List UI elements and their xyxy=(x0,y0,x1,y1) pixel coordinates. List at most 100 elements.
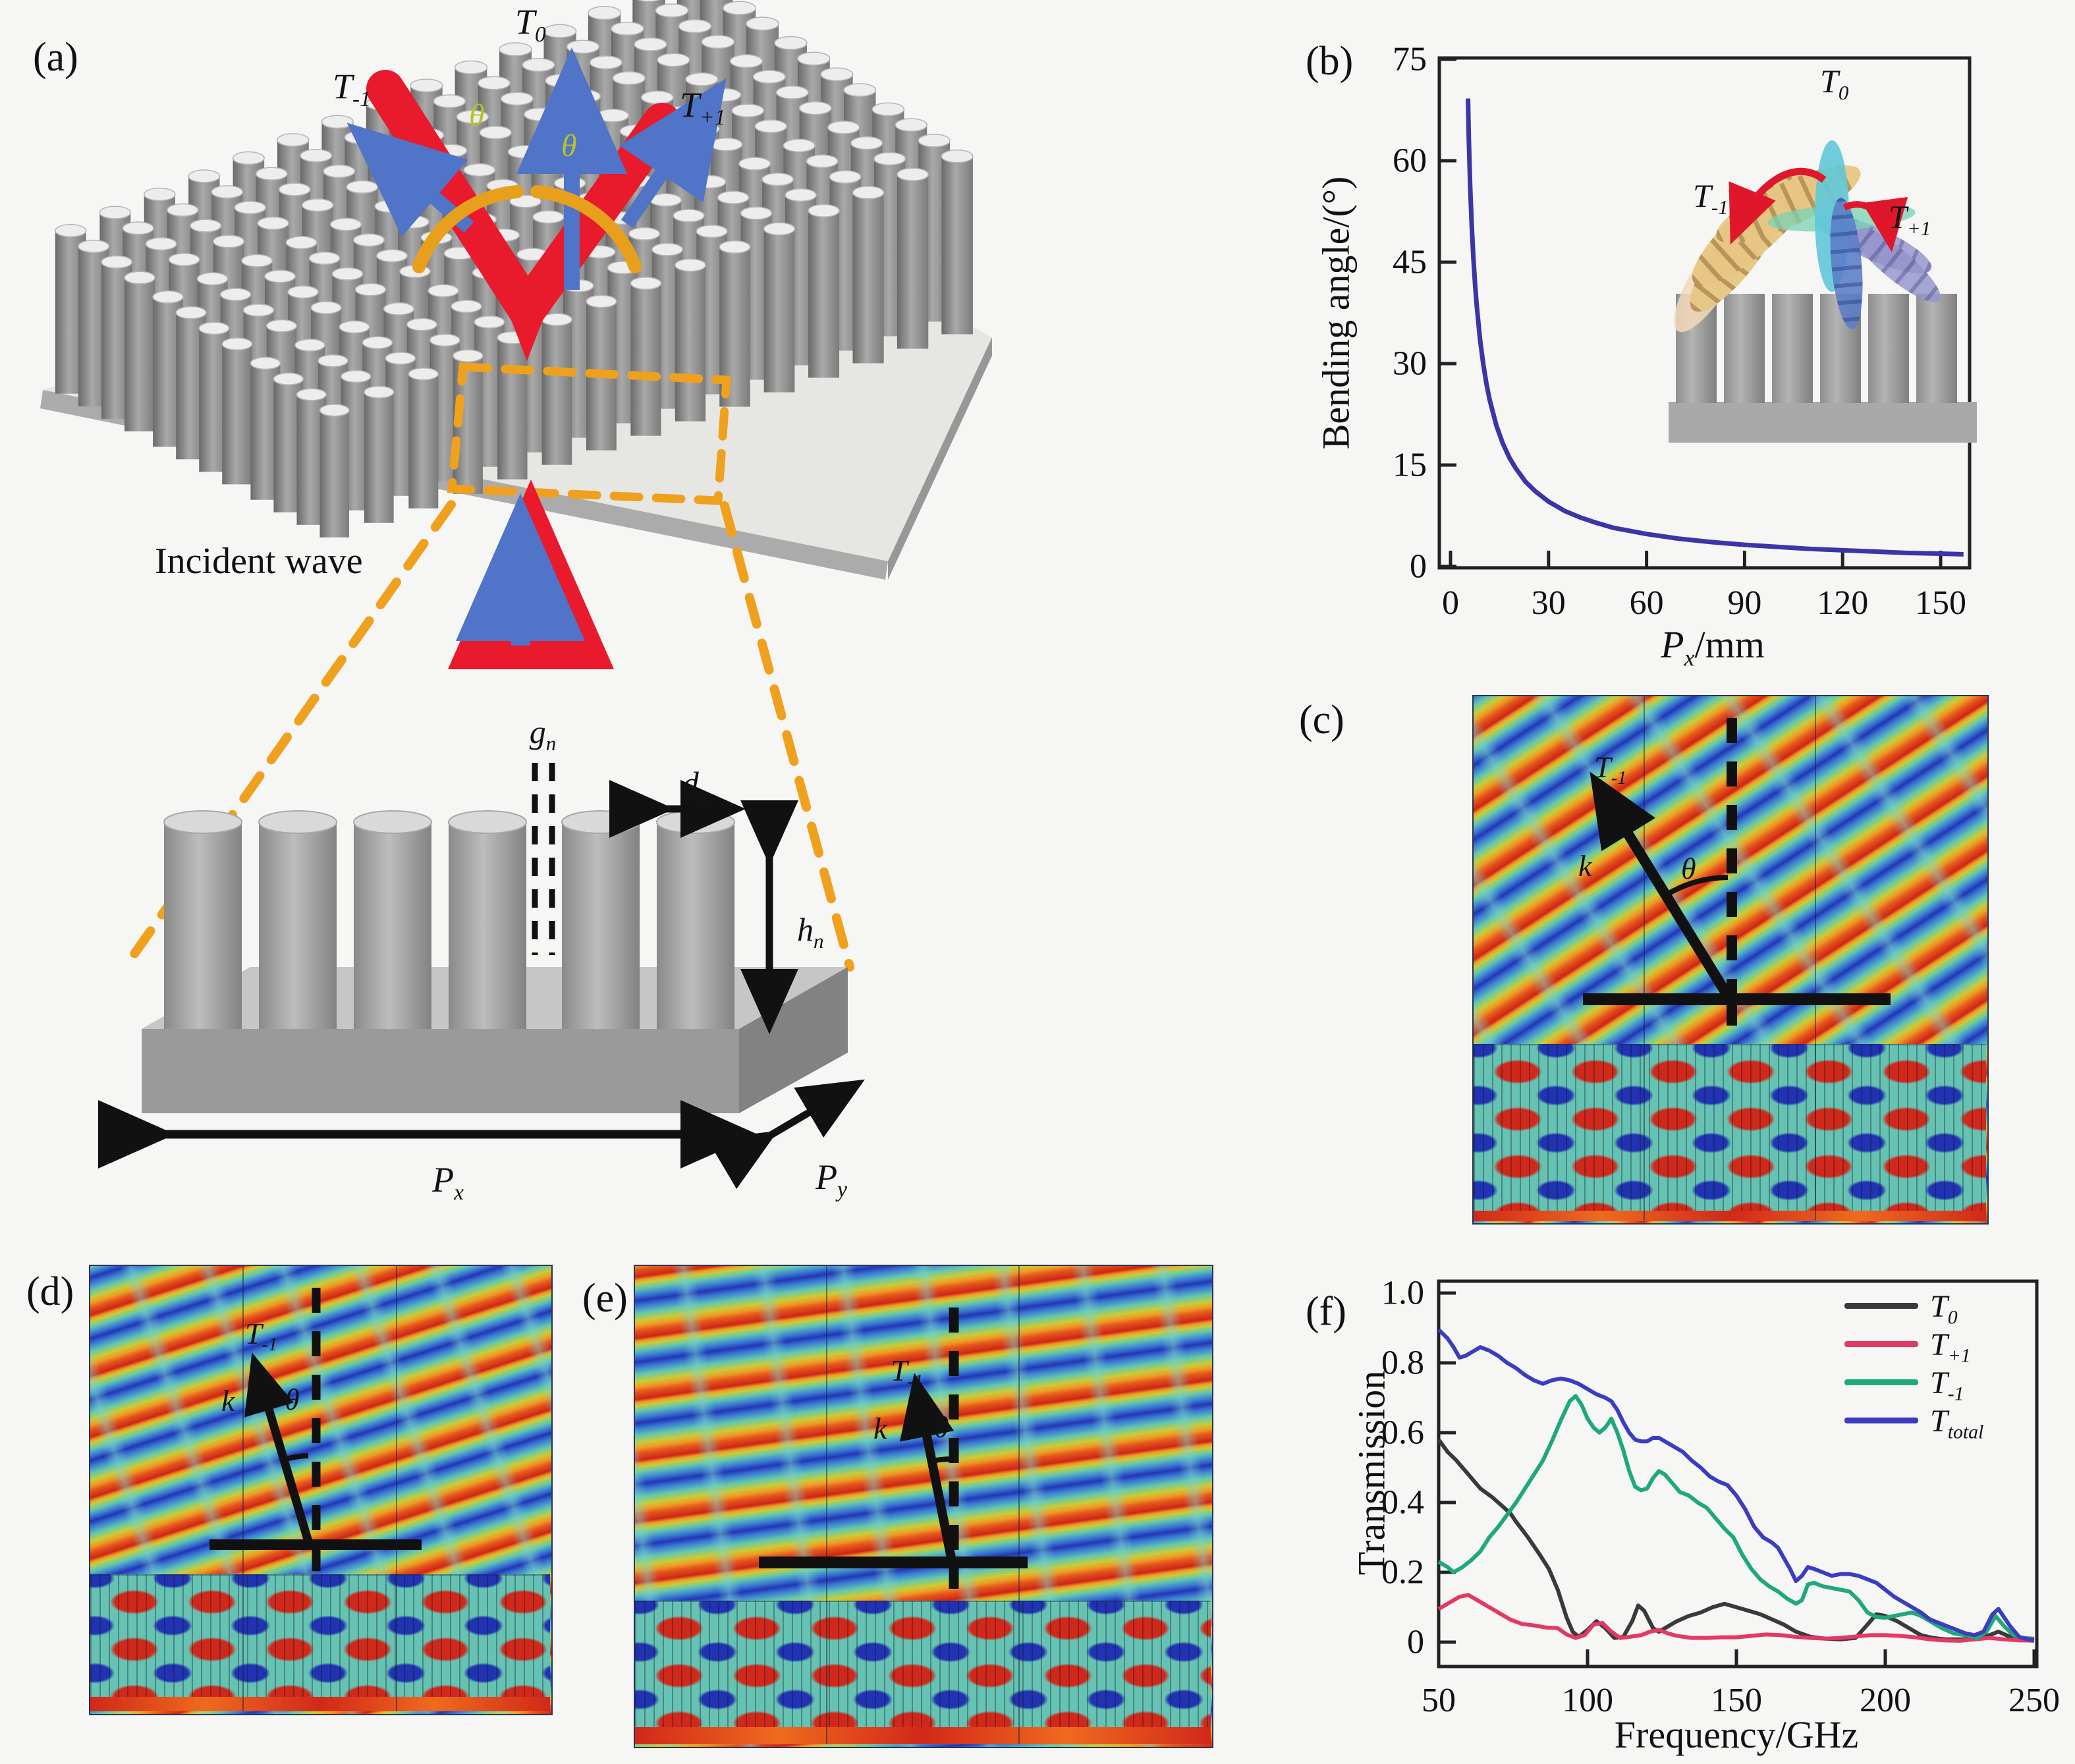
pillar-top xyxy=(287,285,319,299)
pillar-top xyxy=(408,367,439,381)
pillar-top xyxy=(234,200,266,215)
pillar-top xyxy=(675,258,706,272)
f-curve-T0 xyxy=(1437,1438,2035,1643)
incident-wave-label: Incident wave xyxy=(155,541,363,582)
pillar-top xyxy=(143,187,176,202)
pillar-top xyxy=(406,317,437,331)
pillar-top xyxy=(410,78,443,93)
pillar-top xyxy=(101,255,133,269)
legend-swatch-t0 xyxy=(1844,1303,1918,1309)
f-ylabel: Transmission xyxy=(1350,1370,1393,1576)
pillar-top xyxy=(310,301,342,314)
pillar-top xyxy=(301,198,334,212)
pillar-top xyxy=(897,167,929,182)
pillar-body xyxy=(941,156,973,335)
red-curved-arrow-right xyxy=(1842,196,1908,252)
inset-red-arrows xyxy=(1729,167,1908,252)
pillar-body xyxy=(541,319,572,465)
theta-arc-right xyxy=(530,185,642,273)
pillar-top xyxy=(196,272,229,286)
legend-swatch-t-total xyxy=(1844,1418,1918,1423)
pillar-top xyxy=(318,354,348,368)
d-label-theta: θ xyxy=(285,1383,300,1416)
pillar-body xyxy=(364,392,394,523)
period-separator xyxy=(826,1266,827,1744)
theta-label-left: θ xyxy=(469,98,485,133)
pillar-body xyxy=(763,229,795,393)
pillar-top xyxy=(729,54,763,69)
pillar-top xyxy=(453,349,484,362)
pillar-top xyxy=(774,36,808,50)
b-ytick-15: 15 xyxy=(1393,446,1427,484)
pillar-top xyxy=(433,94,466,109)
inset-pillar xyxy=(1868,294,1909,403)
b-plot-frame xyxy=(1437,56,1972,570)
c-label-theta: θ xyxy=(1681,852,1696,885)
pillar-top xyxy=(872,102,905,117)
pillar-top xyxy=(588,6,621,20)
pillar-top xyxy=(250,356,281,370)
pillar-top xyxy=(364,385,395,399)
f-xtick-150: 150 xyxy=(1711,1682,1762,1719)
pillar-top xyxy=(763,222,796,236)
pillar-body xyxy=(319,410,350,537)
pillar-top xyxy=(630,277,662,290)
pillar-top xyxy=(696,225,728,238)
field-map-d-bottom-strip xyxy=(90,1697,550,1711)
b-xlabel: Px/mm xyxy=(1661,623,1765,671)
pillar-top xyxy=(341,370,372,383)
pillar-top xyxy=(746,16,779,31)
pillar-top xyxy=(168,252,200,267)
f-ytick-0.4: 0.4 xyxy=(1381,1483,1424,1522)
b-ytick-75: 75 xyxy=(1393,40,1427,78)
pillar-top xyxy=(761,173,794,186)
f-curve-T-1 xyxy=(1437,1394,2035,1641)
pillar-top xyxy=(829,170,862,184)
pillar-body xyxy=(124,277,155,431)
b-xtick-30: 30 xyxy=(1531,584,1566,622)
transmission-chart xyxy=(1437,1279,2039,1668)
pillar-top xyxy=(678,19,712,34)
theta-label-right: θ xyxy=(561,128,577,163)
f-ytick-0: 0 xyxy=(1407,1623,1424,1661)
b-ytick-45: 45 xyxy=(1393,243,1427,281)
b-ytick-30: 30 xyxy=(1393,345,1427,383)
pillar-top xyxy=(611,21,644,36)
b-xtick-60: 60 xyxy=(1629,584,1664,622)
d-label-t-minus1: T-1 xyxy=(245,1317,278,1356)
pillar-top xyxy=(385,352,416,365)
pillar-top xyxy=(428,284,459,298)
pillar-top xyxy=(634,37,667,51)
supercell-dashed-box xyxy=(447,362,731,505)
pillar-top xyxy=(241,254,273,267)
panel-label-e: (e) xyxy=(582,1276,628,1321)
pillar-top xyxy=(265,319,297,333)
field-map-c-bottom-strip xyxy=(1474,1211,1986,1221)
b-bending-curve xyxy=(1466,98,1964,557)
field-map-d-structure xyxy=(90,1574,550,1698)
pillar-top xyxy=(190,219,222,233)
pillar-top xyxy=(219,288,252,301)
pillar-top xyxy=(339,320,370,334)
theta-arc-left xyxy=(412,185,524,273)
pillar-body xyxy=(497,337,528,480)
pillar-top xyxy=(78,239,110,253)
c-label-t-minus1: T-1 xyxy=(1594,750,1627,789)
b-xtick-150: 150 xyxy=(1915,584,1966,622)
e-theta-arc xyxy=(931,1456,952,1464)
legend-label-t-total: Ttotal xyxy=(1930,1404,1984,1443)
c-label-k: k xyxy=(1578,849,1592,883)
pillar-top xyxy=(474,316,505,329)
zoom-dashed-line-left xyxy=(122,500,456,970)
f-ytick-1.0: 1.0 xyxy=(1381,1274,1424,1312)
d-k-arrow xyxy=(244,1352,313,1543)
pillar-top xyxy=(145,237,177,251)
pillar-top xyxy=(429,333,460,347)
panel-label-b: (b) xyxy=(1306,39,1354,84)
pillar-top xyxy=(785,188,817,202)
period-px-label: Px xyxy=(432,1160,464,1205)
pillar-body xyxy=(408,373,439,509)
c-theta-arc xyxy=(1664,875,1729,898)
pillar-top xyxy=(122,221,154,235)
